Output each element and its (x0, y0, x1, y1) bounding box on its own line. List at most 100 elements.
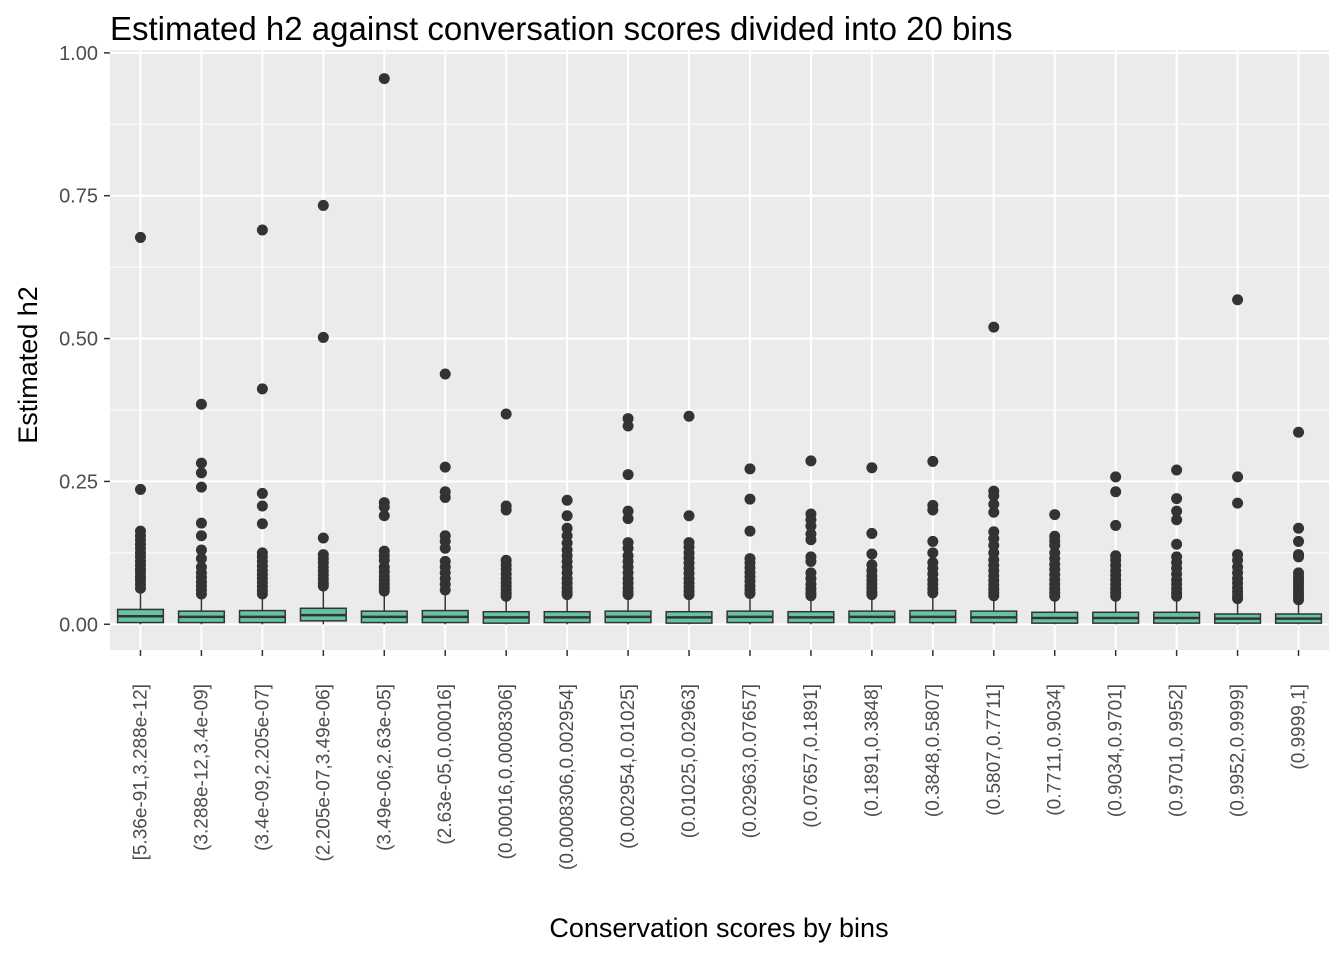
outlier-point (439, 461, 451, 473)
boxes (116, 607, 1323, 624)
outlier-point (500, 408, 512, 420)
x-tick-label: (0.01025,0.02963] (679, 684, 700, 838)
outlier-point (317, 331, 329, 343)
x-tick-label: (0.3848,0.5807] (923, 684, 944, 817)
outlier-point (134, 483, 146, 495)
x-tick-label: (2.205e-07,3.49e-06] (313, 684, 334, 861)
outlier-point (683, 510, 695, 522)
outlier-point (683, 410, 695, 422)
y-tick-label: 0.25 (59, 471, 98, 493)
outlier-point (1171, 514, 1183, 526)
outlier-point (805, 455, 817, 467)
y-tick-label: 0.75 (59, 186, 98, 208)
y-tick-label: 0.50 (59, 329, 98, 351)
plot-panel (110, 50, 1329, 650)
x-tick-label: (0.9701,0.9952] (1167, 684, 1188, 817)
outlier-point (988, 506, 1000, 518)
x-tick-label: (0.02963,0.07657] (740, 684, 761, 838)
x-tick-label: (0.5807,0.7711] (984, 684, 1005, 816)
outlier-point (866, 462, 878, 474)
outlier-point (1232, 593, 1244, 605)
outlier-point (500, 504, 512, 516)
outlier-point (927, 455, 939, 467)
outlier-point (1171, 464, 1183, 476)
outlier-point (1171, 505, 1183, 517)
outlier-point (927, 504, 939, 516)
outlier-point (805, 555, 817, 567)
outlier-point (195, 481, 207, 493)
outlier-point (317, 532, 329, 544)
outlier-point (256, 487, 268, 499)
outlier-point (1232, 294, 1244, 306)
outlier-point (1293, 535, 1305, 547)
outlier-point (317, 199, 329, 211)
x-tick-label: (0.0008306,0.002954] (557, 684, 578, 870)
outlier-point (195, 530, 207, 542)
outlier-point (195, 544, 207, 556)
outlier-point (1171, 538, 1183, 550)
outlier-point (195, 517, 207, 529)
outlier-point (1171, 590, 1183, 602)
outlier-point (439, 542, 451, 554)
outlier-point (439, 584, 451, 596)
outlier-point (622, 589, 634, 601)
outlier-point (622, 469, 634, 481)
outlier-point (744, 587, 756, 599)
outlier-point (1232, 497, 1244, 509)
outlier-point (195, 457, 207, 469)
outlier-point (622, 420, 634, 432)
outlier-point (1293, 551, 1305, 563)
outlier-point (256, 224, 268, 236)
outlier-point (805, 520, 817, 532)
x-tick-label: (0.9034,0.9701] (1106, 684, 1127, 817)
outlier-point (927, 535, 939, 547)
x-tick-label: (2.63e-05,0.00016] (435, 684, 456, 845)
outlier-point (561, 494, 573, 506)
x-tick-label: (0.7711,0.9034] (1045, 684, 1066, 816)
outlier-point (744, 525, 756, 537)
outlier-point (378, 73, 390, 85)
x-tick-label: (0.07657,0.1891] (801, 684, 822, 828)
y-axis: 0.00 0.25 0.50 0.75 1.00 (59, 43, 110, 636)
x-tick-label: (0.002954,0.01025] (618, 684, 639, 849)
x-tick-label: (3.288e-12,3.4e-09] (191, 684, 212, 851)
outlier-point (317, 580, 329, 592)
outlier-point (622, 513, 634, 525)
outlier-point (561, 589, 573, 601)
outlier-point (256, 383, 268, 395)
outlier-point (1293, 522, 1305, 534)
outlier-point (256, 518, 268, 530)
x-tick-label: (3.4e-09,2.205e-07] (252, 684, 273, 851)
outlier-point (195, 553, 207, 565)
outlier-point (195, 467, 207, 479)
outlier-point (561, 510, 573, 522)
x-tick-label: [5.36e-91,3.288e-12] (130, 684, 151, 860)
outlier-point (1049, 590, 1061, 602)
outlier-point (1110, 590, 1122, 602)
outlier-point (1293, 426, 1305, 438)
outliers (134, 73, 1305, 606)
y-tick-label: 0.00 (59, 614, 98, 636)
outlier-point (1049, 509, 1061, 521)
outlier-point (805, 590, 817, 602)
x-tick-label: (0.1891,0.3848] (862, 684, 883, 817)
outlier-point (988, 590, 1000, 602)
x-axis: [5.36e-91,3.288e-12] (3.288e-12,3.4e-09] (… (130, 650, 1310, 870)
outlier-point (256, 500, 268, 512)
y-tick-label: 1.00 (59, 43, 98, 65)
y-axis-title: Estimated h2 (13, 286, 43, 444)
chart-title: Estimated h2 against conversation scores… (110, 10, 1013, 47)
outlier-point (866, 548, 878, 560)
outlier-point (256, 588, 268, 600)
outlier-point (378, 510, 390, 522)
outlier-point (134, 231, 146, 243)
outlier-point (195, 588, 207, 600)
outlier-point (1232, 471, 1244, 483)
outlier-point (439, 368, 451, 380)
outlier-point (1171, 493, 1183, 505)
outlier-point (866, 589, 878, 601)
outlier-point (134, 582, 146, 594)
outlier-point (439, 491, 451, 503)
outlier-point (1110, 486, 1122, 498)
